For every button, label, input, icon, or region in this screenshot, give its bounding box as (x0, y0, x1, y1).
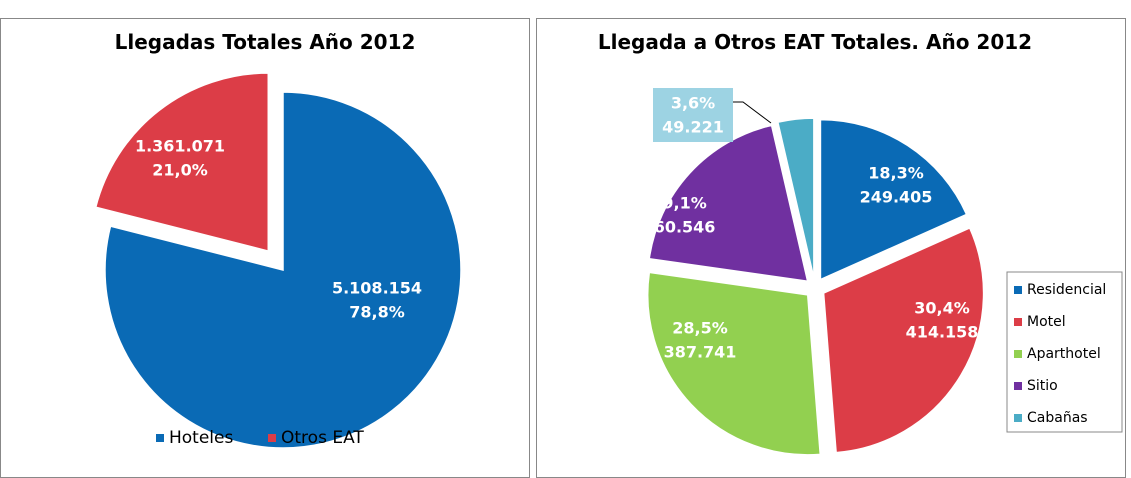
value-label: 1.361.071 (135, 137, 225, 156)
legend-swatch (1014, 318, 1022, 326)
legend-swatch (156, 434, 164, 442)
value-label: 249.405 (860, 188, 933, 207)
page: {"chart_data":[ {"type":"pie","title":"L… (0, 18, 1126, 478)
legend-swatch (268, 434, 276, 442)
legend-label: Motel (1027, 314, 1066, 330)
pie-slice (94, 72, 270, 253)
legend-swatch (1014, 350, 1022, 358)
legend-label: Hoteles (169, 428, 233, 448)
pie-slice (819, 118, 968, 281)
percent-label: 3,6% (671, 94, 715, 113)
value-label: 387.741 (664, 343, 737, 362)
leader-line (733, 101, 772, 124)
label-box (653, 88, 733, 142)
chart: 5.108.154 78,8% 1.361.071 21,0% Hoteles Otros… (94, 72, 1123, 456)
percent-label: 19,1% (651, 194, 707, 213)
legend-label: Otros EAT (281, 428, 364, 448)
chart-title: Llegada a Otros EAT Totales. Año 2012 (597, 30, 1033, 54)
percent-label: 30,4% (914, 299, 970, 318)
chart-title: Llegadas Totales Año 2012 (114, 30, 416, 54)
value-label: 5.108.154 (332, 279, 422, 298)
legend-label: Aparthotel (1027, 346, 1101, 362)
percent-label: 78,8% (349, 303, 405, 322)
value-label: 49.221 (662, 118, 724, 137)
legend-box (1006, 271, 1123, 433)
percent-label: 21,0% (152, 161, 208, 180)
legend-label: Cabañas (1027, 410, 1088, 426)
pie-slice (776, 117, 815, 279)
percent-label: 18,3% (868, 164, 924, 183)
pie-slice (648, 124, 809, 283)
pie-slice (822, 226, 985, 454)
pie-slice (104, 91, 462, 449)
legend-swatch (1014, 414, 1022, 422)
legend-label: Sitio (1027, 378, 1058, 394)
percent-label: 28,5% (672, 319, 728, 338)
value-label: 414.158 (906, 323, 979, 342)
pie-slice (646, 271, 822, 456)
legend-label: Residencial (1027, 282, 1106, 298)
value-label: 260.546 (643, 218, 716, 237)
legend-swatch (1014, 382, 1022, 390)
legend-swatch (1014, 286, 1022, 294)
